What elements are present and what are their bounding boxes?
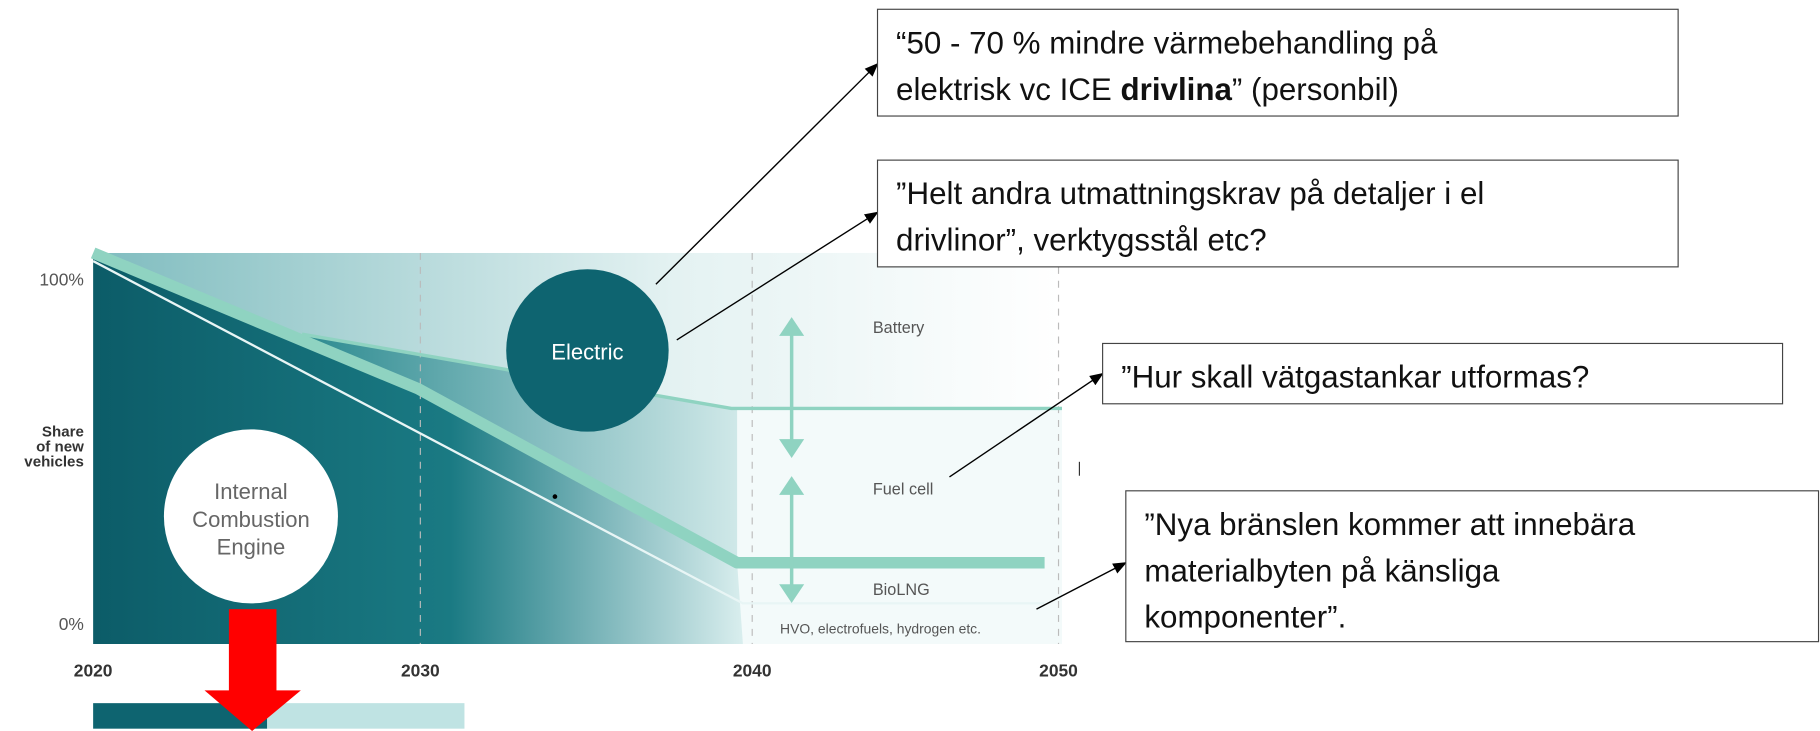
text-span: ” (personbil) [1232,72,1399,107]
dot [552,494,558,499]
callout-text: ”Hur skall vätgastankar utformas? [1121,360,1589,395]
text-span: ”Helt andra utmattningskrav på detaljer … [896,176,1484,211]
fossil-line [90,247,1045,569]
callout-text: elektrisk vc ICE drivlina” (personbil) [896,72,1399,107]
callout-text: ”Nya bränslen kommer att innebära [1144,507,1635,542]
legend-free [267,703,465,729]
y-axis-label: vehicles [24,453,84,470]
callouts: “50 - 70 % mindre värmebehandling på elek… [655,8,1820,643]
segment-arrows [779,317,805,604]
callout-text: “50 - 70 % mindre värmebehandling på [896,25,1438,60]
y-label: 100% [39,269,83,289]
red-arrow [204,609,301,731]
x-label: 2030 [401,660,440,680]
callout-box [1102,342,1784,405]
y-axis-label: of new [36,438,84,455]
text-span: materialbyten på känsliga [1144,553,1500,588]
text-span: drivlina [1121,72,1233,107]
text-span: drivlinor”, verktygsstål etc? [896,223,1267,258]
text-span: komponenter”. [1144,600,1346,635]
electric-circle [506,269,669,432]
connector [949,372,1104,478]
region-label: Combustion [192,507,310,532]
callout-text: komponenter”. [1144,600,1346,635]
region-label: Internal [214,479,287,504]
text-span: “50 - 70 % mindre värmebehandling på [896,25,1438,60]
y-axis-label: Share [42,423,84,440]
battery-line [301,332,1063,411]
callout-text: materialbyten på känsliga [1144,553,1500,588]
callout-box [876,8,1679,117]
callout-box [876,159,1679,268]
callout-text: ”Helt andra utmattningskrav på detaljer … [896,176,1484,211]
text-span: ”Nya bränslen kommer att innebära [1144,507,1635,542]
region-label: Electric [551,340,623,365]
connector [655,62,879,285]
callout-text: drivlinor”, verktygsstål etc? [896,223,1267,258]
connector [676,211,879,341]
segment-label: Fuel cell [873,480,933,498]
segment-label: HVO, electrofuels, hydrogen etc. [780,621,981,637]
year-lines [419,252,1060,644]
hvo-line [92,260,1045,605]
segment-label: Battery [873,319,925,337]
x-label: 2050 [1039,660,1078,680]
x-label: 2020 [74,660,113,680]
segment-label: BioLNG [873,581,930,599]
ice-circle [163,429,338,604]
callout-box [1125,490,1820,643]
y-label: 0% [59,614,84,634]
region-label: Engine [217,535,286,560]
connector [1036,562,1128,610]
text-span: ”Hur skall vätgastankar utformas? [1121,360,1589,395]
x-label: 2040 [733,660,772,680]
text-span: elektrisk vc ICE [896,72,1120,107]
